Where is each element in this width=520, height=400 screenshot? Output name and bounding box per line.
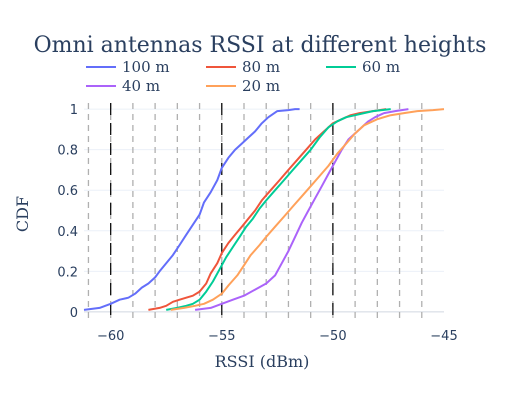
y-tick-label: 0.4 bbox=[57, 225, 78, 240]
chart-title: Omni antennas RSSI at different heights bbox=[34, 33, 487, 58]
y-tick-label: 0 bbox=[70, 306, 78, 321]
legend-item-100m[interactable]: 100 m bbox=[86, 58, 170, 76]
x-tick-label: −45 bbox=[430, 329, 457, 344]
y-tick-label: 0.6 bbox=[57, 184, 78, 199]
grid-layer bbox=[84, 108, 444, 313]
y-tick-label: 0.2 bbox=[57, 265, 78, 280]
series-line-20m bbox=[170, 108, 445, 311]
series-line-60m bbox=[166, 108, 391, 311]
x-tick-label: −50 bbox=[319, 329, 346, 344]
legend-label: 20 m bbox=[242, 77, 280, 95]
series-line-100m bbox=[83, 108, 300, 311]
legend-label: 80 m bbox=[242, 58, 280, 76]
y-axis-title: CDF bbox=[13, 196, 32, 232]
y-tick-label: 1 bbox=[70, 103, 78, 118]
legend-label: 40 m bbox=[122, 77, 160, 95]
series-line-40m bbox=[194, 108, 409, 311]
legend-item-40m[interactable]: 40 m bbox=[86, 77, 160, 95]
x-tick-label: −55 bbox=[208, 329, 235, 344]
legend-item-20m[interactable]: 20 m bbox=[206, 77, 280, 95]
y-axis-ticks: 0 0.2 0.4 0.6 0.8 1 bbox=[57, 103, 78, 321]
legend-label: 100 m bbox=[122, 58, 170, 76]
legend: 100 m 80 m 60 m 40 m 20 m bbox=[86, 58, 400, 95]
x-axis-title: RSSI (dBm) bbox=[215, 352, 310, 371]
series-layer bbox=[83, 108, 445, 311]
x-axis-ticks: −60 −55 −50 −45 bbox=[97, 329, 458, 344]
legend-item-60m[interactable]: 60 m bbox=[326, 58, 400, 76]
vertical-markers bbox=[87, 103, 423, 318]
x-tick-label: −60 bbox=[97, 329, 124, 344]
y-tick-label: 0.8 bbox=[57, 144, 78, 159]
legend-label: 60 m bbox=[362, 58, 400, 76]
legend-item-80m[interactable]: 80 m bbox=[206, 58, 280, 76]
